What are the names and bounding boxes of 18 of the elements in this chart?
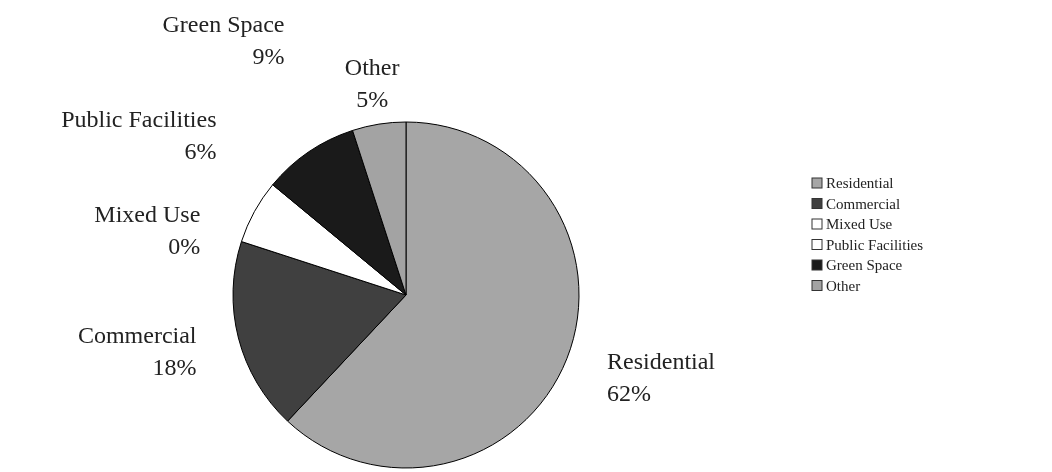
- slice-label: Commercial: [77, 321, 197, 348]
- slice-label: Public Facilities: [61, 106, 217, 133]
- category-label: Public Facilities: [826, 236, 924, 253]
- data-label: 18%: [152, 353, 197, 380]
- data-label: 9%: [252, 43, 285, 70]
- slice-label: Other: [344, 54, 400, 81]
- data-label: 62%: [607, 379, 652, 406]
- legend-label: Residential: [826, 175, 894, 191]
- category-label: Mixed Use: [94, 201, 201, 228]
- legend-label: Commercial: [826, 195, 901, 212]
- text: 0%: [168, 233, 201, 260]
- slice-label: Residential: [607, 347, 716, 374]
- data-label: 5%: [356, 86, 389, 113]
- slice-label: Green Space: [162, 11, 285, 38]
- legend-label: Green Space: [826, 257, 903, 273]
- legend-label: Mixed Use: [826, 216, 893, 232]
- data-label: 6%: [184, 138, 217, 165]
- legend-label: Other: [826, 277, 861, 294]
